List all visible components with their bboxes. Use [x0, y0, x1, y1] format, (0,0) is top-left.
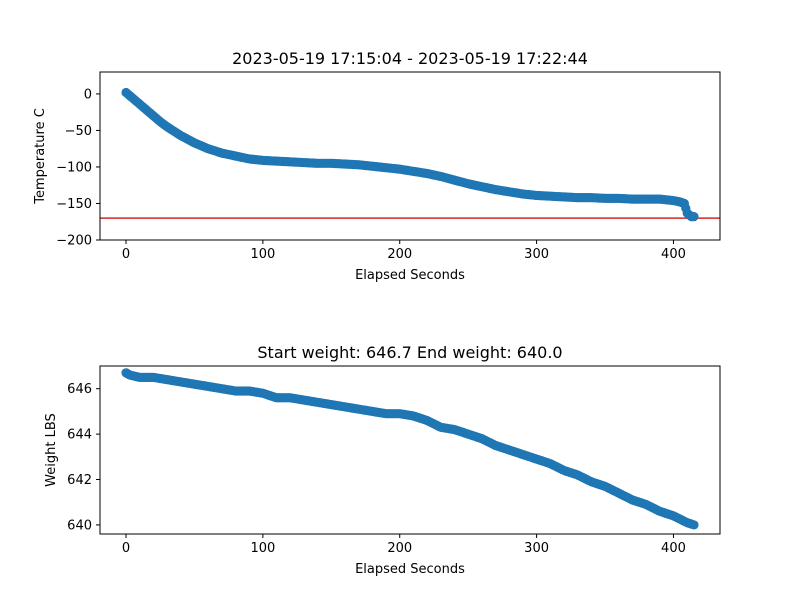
- x-tick-label: 400: [661, 247, 686, 262]
- y-tick-label: −100: [56, 160, 92, 175]
- x-tick-label: 300: [524, 247, 549, 262]
- x-tick-label: 200: [387, 247, 412, 262]
- data-point: [689, 212, 699, 222]
- y-tick-label: 640: [67, 518, 92, 533]
- chart-panel-1: 2023-05-19 17:15:04 - 2023-05-19 17:22:4…: [33, 49, 721, 283]
- y-tick-label: −200: [56, 234, 92, 249]
- x-tick-label: 100: [250, 247, 275, 262]
- data-markers: [121, 87, 699, 222]
- y-axis-label: Temperature C: [33, 108, 48, 205]
- chart-title: 2023-05-19 17:15:04 - 2023-05-19 17:22:4…: [232, 49, 588, 68]
- data-point: [689, 520, 699, 530]
- chart-panel-2: Start weight: 646.7 End weight: 640.0 0 10…: [44, 343, 721, 577]
- x-tick-label: 0: [122, 541, 130, 556]
- axes-frame: [99, 71, 721, 241]
- x-tick-label: 200: [387, 541, 412, 556]
- y-axis-label: Weight LBS: [44, 413, 59, 487]
- x-axis-label: Elapsed Seconds: [355, 562, 465, 577]
- y-tick-label: 0: [84, 87, 92, 102]
- x-tick-label: 400: [661, 541, 686, 556]
- y-tick-label: 642: [67, 473, 92, 488]
- data-markers: [121, 368, 699, 530]
- x-tick-label: 0: [122, 247, 130, 262]
- x-tick-label: 300: [524, 541, 549, 556]
- y-tick-label: −50: [65, 124, 92, 139]
- y-tick-label: 644: [67, 428, 92, 443]
- axes-frame: [99, 365, 721, 535]
- chart-title: Start weight: 646.7 End weight: 640.0: [257, 343, 562, 362]
- x-tick-label: 100: [250, 541, 275, 556]
- x-axis-label: Elapsed Seconds: [355, 268, 465, 283]
- y-tick-label: 646: [67, 382, 92, 397]
- y-tick-label: −150: [56, 197, 92, 212]
